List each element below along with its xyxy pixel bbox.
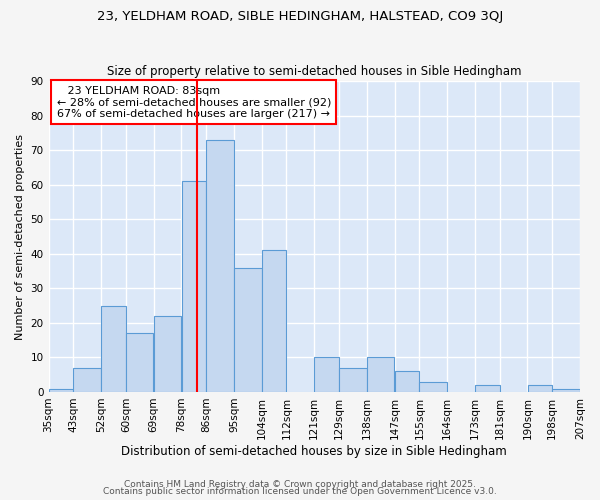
- Bar: [73, 368, 101, 392]
- Bar: [553, 388, 580, 392]
- Bar: [182, 181, 206, 392]
- Text: 23 YELDHAM ROAD: 83sqm
← 28% of semi-detached houses are smaller (92)
67% of sem: 23 YELDHAM ROAD: 83sqm ← 28% of semi-det…: [56, 86, 331, 119]
- Bar: [339, 368, 367, 392]
- Bar: [206, 140, 234, 392]
- Title: Size of property relative to semi-detached houses in Sible Hedingham: Size of property relative to semi-detach…: [107, 66, 521, 78]
- Bar: [395, 371, 419, 392]
- Bar: [527, 385, 552, 392]
- Bar: [126, 333, 154, 392]
- Text: Contains public sector information licensed under the Open Government Licence v3: Contains public sector information licen…: [103, 487, 497, 496]
- Bar: [367, 358, 394, 392]
- X-axis label: Distribution of semi-detached houses by size in Sible Hedingham: Distribution of semi-detached houses by …: [121, 444, 507, 458]
- Bar: [234, 268, 262, 392]
- Bar: [419, 382, 447, 392]
- Bar: [154, 316, 181, 392]
- Bar: [49, 388, 73, 392]
- Bar: [314, 358, 339, 392]
- Text: 23, YELDHAM ROAD, SIBLE HEDINGHAM, HALSTEAD, CO9 3QJ: 23, YELDHAM ROAD, SIBLE HEDINGHAM, HALST…: [97, 10, 503, 23]
- Bar: [101, 306, 125, 392]
- Y-axis label: Number of semi-detached properties: Number of semi-detached properties: [15, 134, 25, 340]
- Text: Contains HM Land Registry data © Crown copyright and database right 2025.: Contains HM Land Registry data © Crown c…: [124, 480, 476, 489]
- Bar: [262, 250, 286, 392]
- Bar: [475, 385, 500, 392]
